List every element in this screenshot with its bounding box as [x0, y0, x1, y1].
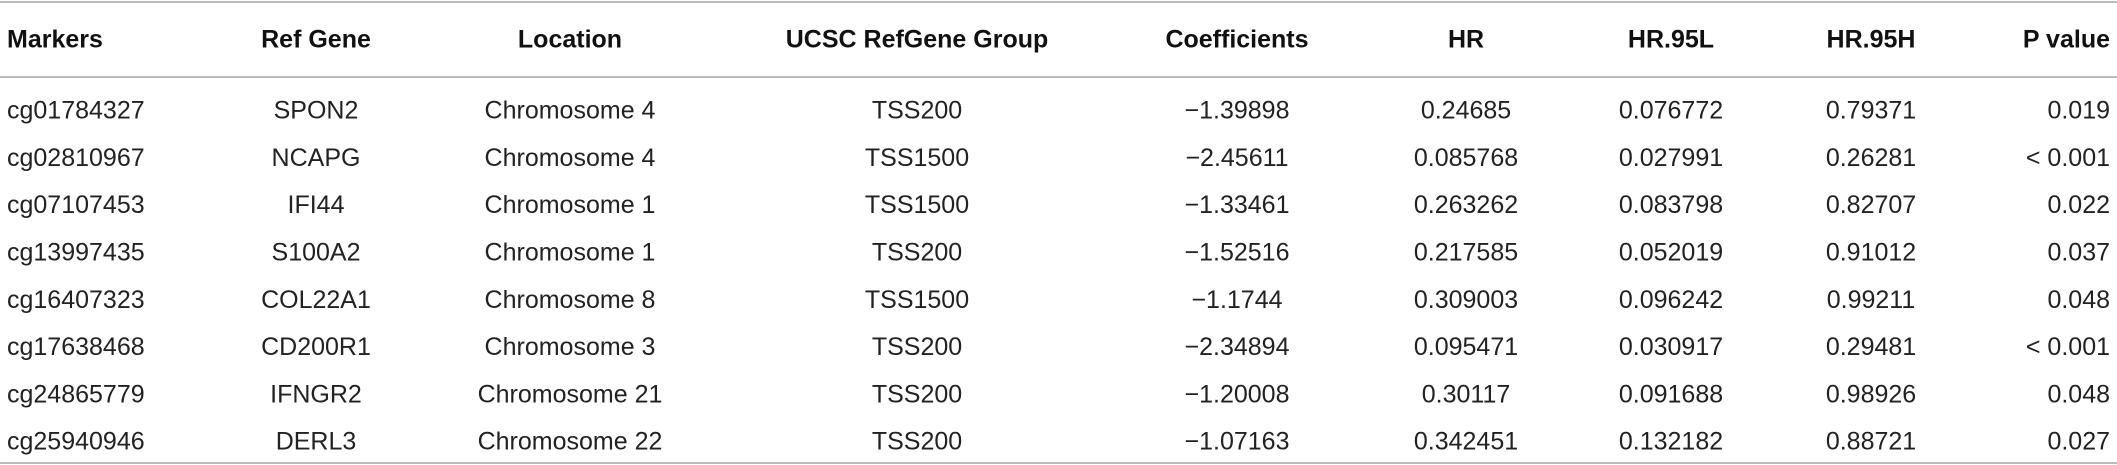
cell: 0.095471 — [1414, 333, 1518, 361]
cell: 0.24685 — [1421, 97, 1511, 125]
cell: −1.33461 — [1185, 191, 1290, 219]
cell: TSS1500 — [865, 144, 969, 172]
cell: cg07107453 — [7, 191, 145, 219]
cell: 0.263262 — [1414, 191, 1518, 219]
header-cell: Location — [518, 26, 622, 54]
header-cell: HR — [1448, 26, 1484, 54]
cell: TSS200 — [872, 428, 962, 456]
cell: −2.34894 — [1185, 333, 1290, 361]
cell: 0.096242 — [1619, 286, 1723, 314]
cell: 0.052019 — [1619, 239, 1723, 267]
cell: IFNGR2 — [270, 380, 362, 408]
cell: cg13997435 — [7, 239, 145, 267]
cell: 0.027991 — [1619, 144, 1723, 172]
cell: NCAPG — [272, 144, 361, 172]
cell: −1.07163 — [1185, 428, 1290, 456]
cell: −1.52516 — [1185, 239, 1290, 267]
header-cell: Ref Gene — [261, 26, 371, 54]
cell: TSS200 — [872, 97, 962, 125]
cell: 0.030917 — [1619, 333, 1723, 361]
cell: 0.076772 — [1619, 97, 1723, 125]
cell: cg01784327 — [7, 97, 145, 125]
cell: 0.99211 — [1827, 286, 1916, 314]
cell: Chromosome 1 — [485, 191, 656, 219]
cell: cg02810967 — [7, 144, 145, 172]
cell: SPON2 — [274, 97, 359, 125]
cell: TSS1500 — [865, 286, 969, 314]
header-cell: P value — [2023, 26, 2110, 54]
cell: < 0.001 — [2026, 333, 2110, 361]
cell: 0.019 — [2047, 97, 2110, 125]
cell: TSS200 — [872, 239, 962, 267]
cell: TSS1500 — [865, 191, 969, 219]
cell: Chromosome 4 — [485, 97, 656, 125]
cell: 0.048 — [2047, 286, 2110, 314]
cell: cg16407323 — [7, 286, 145, 314]
cell: Chromosome 21 — [478, 380, 663, 408]
cell: 0.29481 — [1826, 333, 1916, 361]
header-cell: Markers — [7, 26, 103, 54]
header-cell: UCSC RefGene Group — [786, 26, 1049, 54]
cell: 0.26281 — [1826, 144, 1916, 172]
cell: 0.048 — [2047, 380, 2110, 408]
cell: TSS200 — [872, 380, 962, 408]
cell: 0.027 — [2047, 428, 2110, 456]
cell: TSS200 — [872, 333, 962, 361]
cell: 0.083798 — [1619, 191, 1723, 219]
cell: 0.342451 — [1414, 428, 1518, 456]
cell: 0.88721 — [1826, 428, 1916, 456]
cell: DERL3 — [276, 428, 357, 456]
cell: 0.309003 — [1414, 286, 1518, 314]
cell: −1.39898 — [1185, 97, 1290, 125]
cell: COL22A1 — [261, 286, 371, 314]
cell: 0.022 — [2047, 191, 2110, 219]
cell: −1.1744 — [1191, 286, 1282, 314]
cell: S100A2 — [272, 239, 361, 267]
cell: cg17638468 — [7, 333, 145, 361]
cell: CD200R1 — [261, 333, 371, 361]
header-cell: Coefficients — [1165, 26, 1308, 54]
cell: 0.132182 — [1619, 428, 1723, 456]
cell: 0.085768 — [1414, 144, 1518, 172]
cell: 0.037 — [2047, 239, 2110, 267]
cell: 0.91012 — [1826, 239, 1916, 267]
cell: 0.091688 — [1619, 380, 1723, 408]
cell: < 0.001 — [2026, 144, 2110, 172]
cell: IFI44 — [288, 191, 345, 219]
cell: 0.82707 — [1826, 191, 1916, 219]
cell: −2.45611 — [1185, 144, 1288, 172]
cell: 0.217585 — [1414, 239, 1518, 267]
cell: 0.30117 — [1422, 380, 1511, 408]
cell: Chromosome 3 — [485, 333, 656, 361]
cell: Chromosome 4 — [485, 144, 656, 172]
cell: −1.20008 — [1185, 380, 1290, 408]
cell: Chromosome 8 — [485, 286, 656, 314]
cell: Chromosome 22 — [478, 428, 663, 456]
cell: 0.98926 — [1826, 380, 1916, 408]
cell: 0.79371 — [1826, 97, 1916, 125]
header-cell: HR.95H — [1827, 26, 1916, 54]
cell: Chromosome 1 — [485, 239, 656, 267]
cell: cg24865779 — [7, 380, 145, 408]
header-cell: HR.95L — [1628, 26, 1714, 54]
cell: cg25940946 — [7, 428, 145, 456]
